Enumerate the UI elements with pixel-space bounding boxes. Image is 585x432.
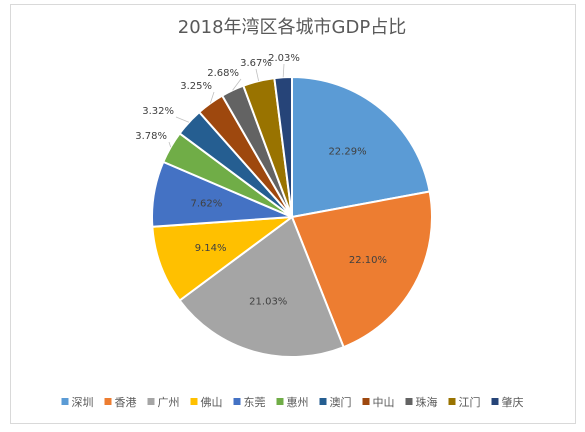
data-label-5: 7.62% [191,199,223,210]
data-label-8: 3.25% [180,81,212,92]
legend-item-5: 东莞 [233,396,266,409]
legend-item-4: 佛山 [190,396,223,409]
leader-line-8 [209,91,215,104]
legend-label-6: 惠州 [287,395,309,409]
legend: 深圳 香港 广州 佛山 东莞 惠州 澳门 中山 珠海 江门 肇庆 [61,395,524,409]
data-label-6: 3.78% [135,131,167,142]
legend-swatch-7 [319,398,327,405]
legend-item-2: 香港 [104,396,137,409]
legend-label-3: 广州 [158,396,180,409]
data-label-4: 9.14% [195,243,227,254]
pie-slice-3 [178,215,345,358]
legend-item-6: 惠州 [276,395,309,409]
pie-slices [151,75,433,358]
legend-label-10: 江门 [459,395,481,409]
legend-label-2: 香港 [115,396,137,409]
leader-line-9 [232,78,242,91]
pie-slice-2 [290,190,433,349]
legend-swatch-3 [147,398,155,405]
legend-swatch-9 [405,398,413,405]
legend-swatch-11 [491,398,499,405]
pie-slice-1 [291,75,431,219]
legend-swatch-2 [104,398,112,405]
legend-swatch-5 [233,398,241,405]
legend-label-7: 澳门 [330,395,352,409]
data-label-2: 22.10% [349,255,387,266]
legend-swatch-6 [276,398,284,405]
data-label-10: 3.67% [240,58,272,69]
pie-slice-11 [273,75,293,218]
legend-label-4: 佛山 [201,396,223,409]
leader-line-10 [255,68,260,82]
leader-line-7 [175,116,190,123]
legend-label-8: 中山 [373,396,395,409]
legend-item-8: 中山 [362,396,395,409]
legend-label-5: 东莞 [244,396,266,409]
legend-label-11: 肇庆 [502,395,524,409]
legend-swatch-10 [448,398,456,405]
legend-item-7: 澳门 [319,395,352,409]
legend-item-9: 珠海 [405,395,438,409]
legend-swatch-1 [61,398,69,405]
data-label-9: 2.68% [207,68,239,79]
legend-item-10: 江门 [448,395,481,409]
legend-label-9: 珠海 [416,395,438,409]
chart-title: 2018年湾区各城市GDP占比 [178,17,406,38]
legend-item-11: 肇庆 [491,395,524,409]
legend-item-1: 深圳 [61,396,94,409]
data-labels: 22.29% 22.10% 21.03% 9.14% 7.62% 3.78% 3.32% 3.… [135,53,387,307]
leader-lines [168,63,285,148]
legend-swatch-8 [362,398,370,405]
leader-line-6 [168,141,172,148]
data-label-3: 21.03% [249,296,287,307]
leader-line-11 [282,63,285,78]
data-label-7: 3.32% [142,106,174,117]
legend-label-1: 深圳 [72,396,94,409]
pie-slice-4 [151,215,296,302]
data-label-1: 22.29% [328,146,366,157]
data-label-11: 2.03% [268,53,300,64]
legend-swatch-4 [190,398,198,405]
legend-item-3: 广州 [147,396,180,409]
